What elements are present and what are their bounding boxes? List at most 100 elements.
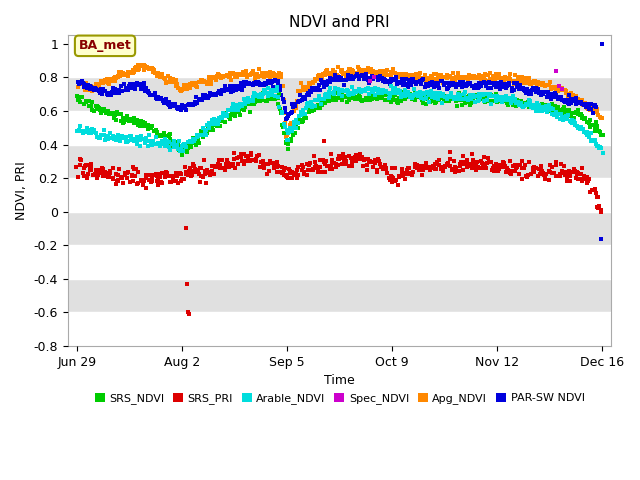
Point: [458, 74, 468, 82]
Point: [566, 120, 577, 127]
Point: [385, 92, 396, 100]
Point: [503, 166, 513, 174]
Point: [74, 80, 84, 88]
Point: [421, 74, 431, 82]
Point: [592, 122, 602, 130]
Point: [133, 136, 143, 144]
Point: [264, 167, 275, 175]
Point: [481, 90, 491, 98]
Point: [309, 152, 319, 159]
Point: [189, 137, 199, 144]
Point: [218, 109, 228, 117]
Point: [173, 106, 183, 113]
Point: [301, 114, 311, 122]
Point: [470, 92, 480, 100]
Point: [517, 103, 527, 110]
Point: [575, 98, 585, 106]
Point: [164, 143, 175, 151]
Point: [102, 174, 113, 181]
Point: [248, 97, 258, 105]
Point: [346, 89, 356, 97]
Point: [566, 90, 576, 97]
Point: [406, 169, 416, 177]
Point: [266, 71, 276, 79]
Point: [270, 77, 280, 85]
Point: [158, 96, 168, 104]
Point: [339, 76, 349, 84]
Point: [311, 96, 321, 104]
Point: [163, 101, 173, 108]
Point: [273, 80, 284, 87]
Point: [547, 110, 557, 118]
Point: [364, 155, 374, 162]
Point: [559, 103, 569, 111]
Point: [200, 94, 211, 101]
Point: [342, 86, 352, 94]
Point: [381, 77, 391, 84]
Point: [579, 100, 589, 108]
Point: [521, 74, 531, 82]
Point: [509, 86, 520, 94]
Point: [193, 132, 204, 140]
Point: [509, 95, 520, 103]
Point: [106, 134, 116, 142]
Point: [558, 86, 568, 94]
Point: [420, 83, 431, 91]
Point: [362, 166, 372, 174]
Point: [497, 83, 507, 91]
Point: [418, 75, 428, 83]
Point: [582, 118, 593, 126]
Point: [397, 71, 408, 78]
Point: [394, 94, 404, 101]
Point: [480, 71, 490, 78]
Point: [206, 120, 216, 127]
Point: [304, 91, 314, 99]
Point: [325, 165, 335, 173]
Point: [455, 78, 465, 86]
Point: [118, 180, 129, 187]
Point: [143, 137, 154, 145]
Point: [525, 100, 535, 108]
Point: [420, 76, 431, 84]
Point: [468, 94, 479, 101]
Point: [229, 104, 239, 111]
Point: [92, 174, 102, 181]
Point: [424, 92, 435, 99]
Point: [445, 81, 456, 88]
Point: [348, 68, 358, 75]
Point: [310, 103, 320, 110]
Point: [196, 131, 206, 139]
Point: [232, 154, 242, 162]
Point: [383, 174, 394, 182]
Point: [489, 92, 499, 99]
Point: [139, 79, 149, 87]
Point: [509, 97, 520, 105]
Point: [151, 133, 161, 141]
Point: [113, 177, 123, 185]
Point: [547, 95, 557, 102]
Point: [533, 85, 543, 93]
Point: [500, 97, 511, 105]
Point: [248, 68, 258, 75]
Point: [108, 112, 118, 120]
Point: [110, 73, 120, 81]
Point: [583, 101, 593, 109]
Point: [449, 157, 459, 165]
Point: [207, 117, 217, 125]
Point: [266, 79, 276, 87]
Point: [493, 80, 503, 87]
Point: [197, 96, 207, 104]
Point: [451, 80, 461, 88]
Point: [212, 163, 223, 170]
Point: [586, 137, 596, 145]
Point: [340, 93, 351, 101]
Point: [315, 102, 325, 109]
Point: [349, 87, 360, 95]
Point: [423, 93, 433, 101]
Point: [86, 106, 97, 114]
Point: [282, 174, 292, 182]
Point: [545, 93, 556, 100]
Point: [154, 140, 164, 147]
Point: [79, 100, 89, 108]
Point: [469, 72, 479, 80]
